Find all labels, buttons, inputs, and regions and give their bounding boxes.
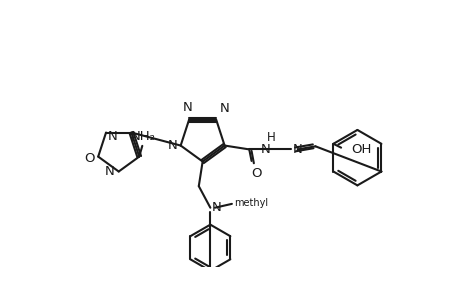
Text: N: N xyxy=(219,102,229,115)
Text: OH: OH xyxy=(350,143,371,156)
Text: N: N xyxy=(104,165,114,178)
Text: N: N xyxy=(182,100,192,114)
Text: NH₂: NH₂ xyxy=(130,130,155,143)
Text: H: H xyxy=(266,131,274,144)
Text: methyl: methyl xyxy=(234,198,268,208)
Text: N: N xyxy=(261,143,270,156)
Text: N: N xyxy=(212,201,221,214)
Text: N: N xyxy=(292,143,302,156)
Text: N: N xyxy=(168,139,177,152)
Text: O: O xyxy=(250,167,261,180)
Text: O: O xyxy=(84,152,95,165)
Text: N: N xyxy=(107,130,117,143)
